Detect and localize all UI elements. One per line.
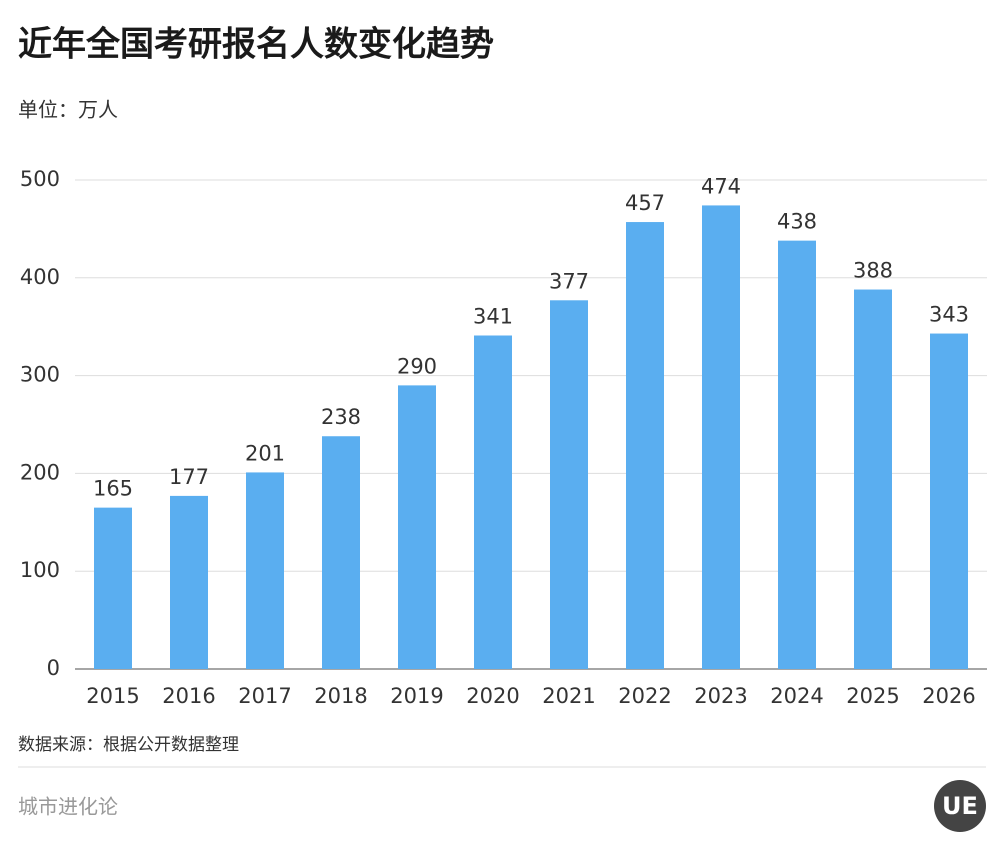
unit-label: 单位：万人 [18, 98, 118, 122]
x-tick-label: 2019 [390, 684, 443, 708]
value-label: 388 [853, 259, 893, 283]
x-tick-label: 2015 [86, 684, 139, 708]
bar [322, 436, 360, 669]
logo-text: UE [942, 792, 978, 820]
x-tick-label: 2020 [466, 684, 519, 708]
bar [702, 205, 740, 670]
value-label: 377 [549, 269, 589, 293]
x-tick-label: 2021 [542, 684, 595, 708]
y-tick-label: 500 [20, 167, 60, 191]
y-tick-label: 300 [20, 363, 60, 387]
value-label: 474 [701, 174, 741, 198]
bar [94, 507, 132, 669]
value-label: 238 [321, 405, 361, 429]
value-label: 457 [625, 191, 665, 215]
bar [626, 222, 664, 669]
bar [170, 495, 208, 669]
y-tick-label: 0 [47, 656, 60, 680]
value-label: 201 [245, 441, 285, 465]
y-tick-label: 100 [20, 558, 60, 582]
x-tick-label: 2017 [238, 684, 291, 708]
bar [854, 289, 892, 669]
logo-badge [934, 780, 986, 832]
chart-title: 近年全国考研报名人数变化趋势 [18, 25, 494, 65]
x-tick-label: 2022 [618, 684, 671, 708]
y-tick-label: 200 [20, 460, 60, 484]
y-tick-label: 400 [20, 265, 60, 289]
value-label: 341 [473, 305, 513, 329]
bar [246, 472, 284, 669]
x-tick-label: 2018 [314, 684, 367, 708]
bar [398, 385, 436, 669]
x-tick-label: 2023 [694, 684, 747, 708]
x-tick-label: 2024 [770, 684, 823, 708]
bar [474, 335, 512, 669]
value-label: 177 [169, 465, 209, 489]
bar [778, 240, 816, 670]
x-tick-label: 2026 [922, 684, 975, 708]
value-label: 290 [397, 354, 437, 378]
x-tick-label: 2016 [162, 684, 215, 708]
x-tick-label: 2025 [846, 684, 899, 708]
bar [930, 333, 968, 669]
value-label: 165 [93, 477, 133, 501]
bar [550, 300, 588, 669]
footer: 城市进化论 [18, 795, 118, 819]
value-label: 438 [777, 210, 817, 234]
source-note: 数据来源：根据公开数据整理 [18, 735, 239, 755]
value-label: 343 [929, 303, 969, 327]
